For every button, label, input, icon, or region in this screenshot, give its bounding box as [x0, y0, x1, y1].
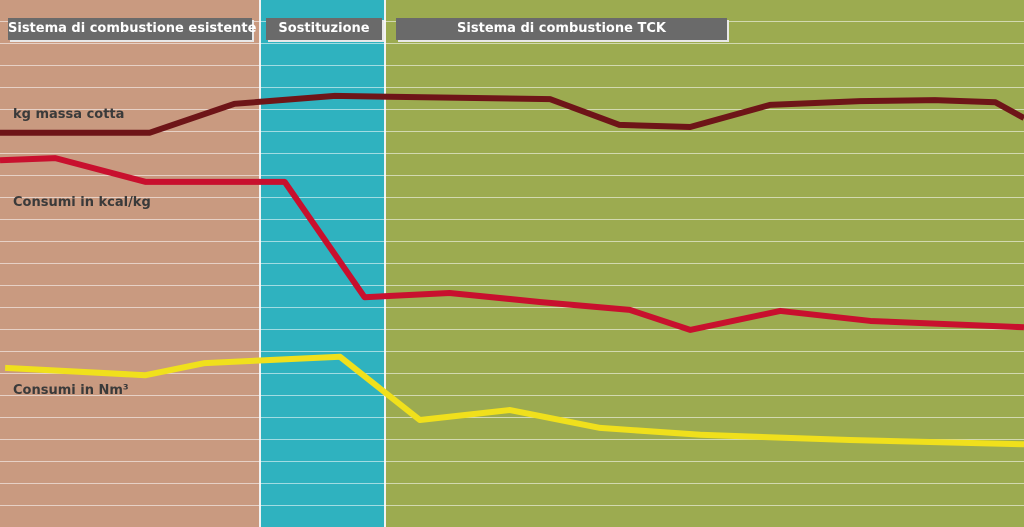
- series-label: kg massa cotta: [13, 107, 124, 122]
- series-label: Consumi in Nm³: [13, 383, 129, 398]
- series-label: Consumi in kcal/kg: [13, 195, 151, 210]
- line: [4, 353, 1024, 448]
- line: [0, 155, 1024, 333]
- section-header: Sistema di combustione esistente: [8, 18, 256, 40]
- line: [0, 92, 1024, 136]
- section-header: Sostituzione: [266, 18, 382, 40]
- section-header: Sistema di combustione TCK: [396, 18, 727, 40]
